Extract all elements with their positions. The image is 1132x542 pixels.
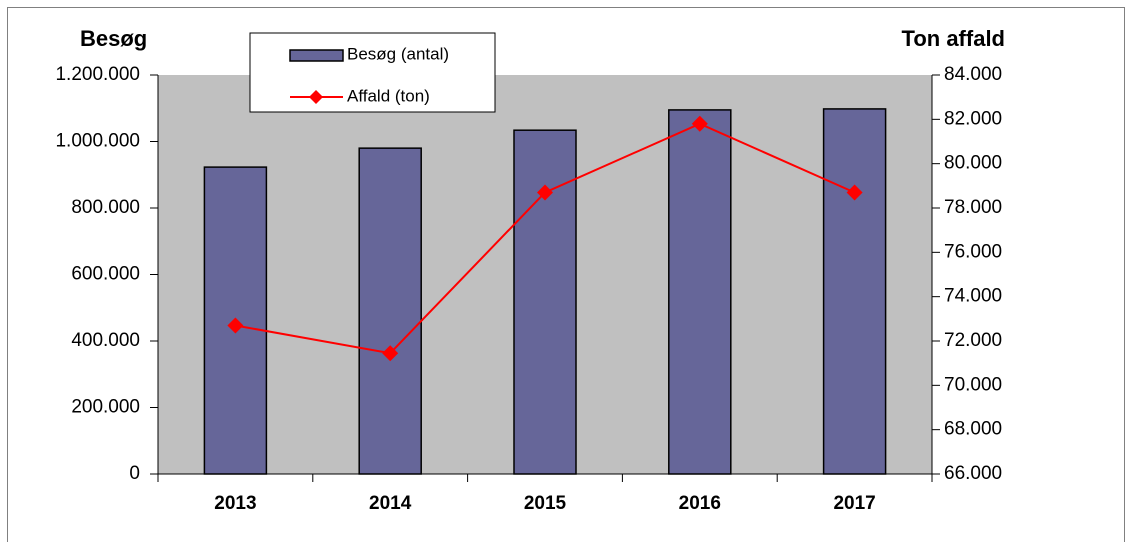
- bar: [358, 147, 422, 475]
- marker: [227, 317, 244, 334]
- x-tick-label: 2016: [679, 493, 721, 514]
- legend-swatch: [289, 49, 344, 62]
- y2-tick-label: 66.000: [944, 463, 1002, 484]
- legend-label: Affald (ton): [347, 86, 430, 105]
- y2-tick-label: 84.000: [944, 64, 1002, 85]
- marker: [382, 345, 399, 362]
- y2-tick-label: 76.000: [944, 241, 1002, 262]
- x-tick-label: 2014: [369, 493, 412, 514]
- y-tick-label: 0: [129, 463, 140, 484]
- y2-tick-label: 78.000: [944, 197, 1002, 218]
- y-tick-label: 1.000.000: [55, 131, 140, 152]
- y2-tick-label: 74.000: [944, 286, 1002, 307]
- y-tick-label: 600.000: [71, 264, 140, 285]
- marker: [537, 184, 553, 201]
- legend: [249, 32, 496, 113]
- y2-tick-label: 70.000: [944, 374, 1002, 395]
- legend-marker: [309, 90, 323, 104]
- x-tick-label: 2017: [833, 493, 875, 514]
- y2-tick-label: 82.000: [944, 108, 1002, 129]
- bar: [668, 109, 732, 475]
- y-tick-label: 200.000: [71, 397, 140, 418]
- y-axis-title: Besøg: [80, 26, 147, 51]
- y2-tick-label: 72.000: [944, 330, 1002, 351]
- y2-axis-title: Ton affald: [902, 26, 1005, 51]
- marker: [691, 115, 708, 132]
- y-tick-label: 400.000: [71, 330, 140, 351]
- legend-label: Besøg (antal): [347, 44, 449, 63]
- x-tick-label: 2015: [524, 493, 567, 514]
- y2-tick-label: 80.000: [944, 153, 1002, 174]
- y-tick-label: 800.000: [71, 197, 140, 218]
- y2-tick-label: 68.000: [944, 419, 1002, 440]
- bar: [822, 108, 887, 475]
- marker: [846, 184, 863, 201]
- x-tick-label: 2013: [214, 493, 256, 514]
- y-tick-label: 1.200.000: [55, 64, 140, 85]
